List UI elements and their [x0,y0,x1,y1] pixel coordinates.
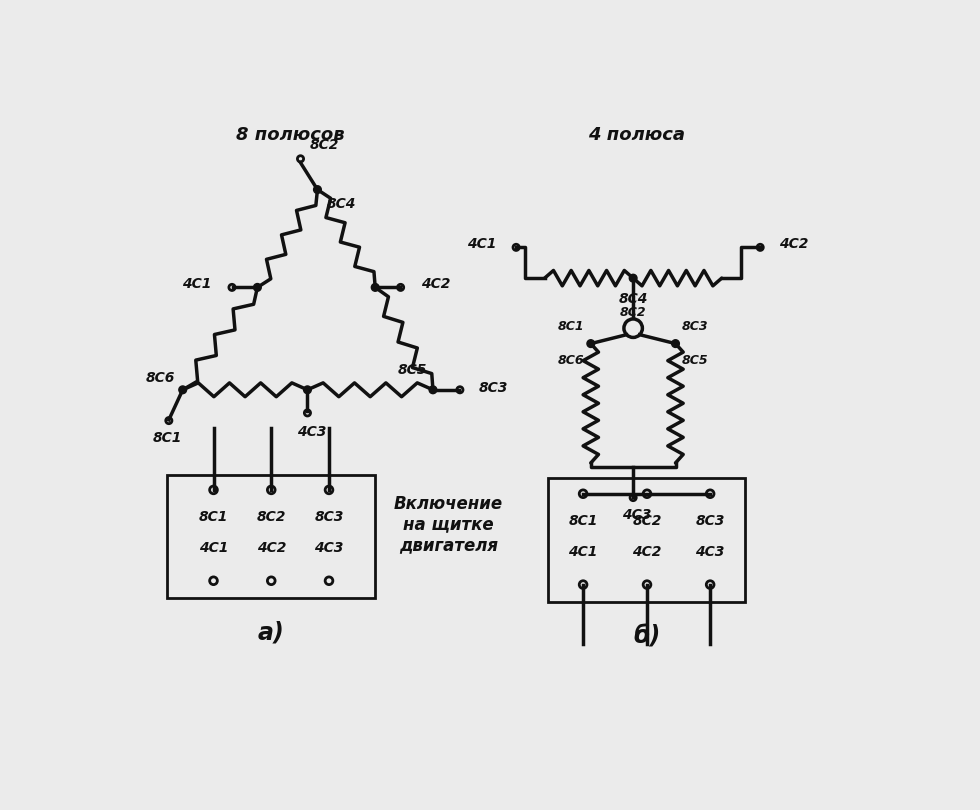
Text: 4С1: 4С1 [182,277,212,292]
Text: 4 полюса: 4 полюса [589,126,685,144]
Text: 8С3: 8С3 [696,514,725,527]
Text: 8С3: 8С3 [315,509,344,524]
Text: 4С1: 4С1 [568,544,598,559]
Circle shape [429,386,437,394]
Text: 4С3: 4С3 [696,544,725,559]
Text: 4С2: 4С2 [421,277,451,292]
Text: 8С2: 8С2 [632,514,662,527]
Circle shape [179,386,186,394]
Text: 8С5: 8С5 [682,355,709,368]
Text: 4С1: 4С1 [199,540,228,555]
Text: 4С2: 4С2 [257,540,286,555]
Text: 4С2: 4С2 [779,237,808,251]
Text: 8С4: 8С4 [326,198,356,211]
Circle shape [254,284,262,292]
Circle shape [314,185,321,194]
Circle shape [304,386,312,394]
Text: 8С3: 8С3 [479,382,509,395]
Text: а): а) [258,620,284,645]
Circle shape [587,339,595,347]
Text: 8С1: 8С1 [568,514,598,527]
Circle shape [629,275,637,282]
Text: Включение
на щитке
двигателя: Включение на щитке двигателя [394,495,503,554]
Text: 8С3: 8С3 [682,320,709,333]
Text: 8С1: 8С1 [558,320,585,333]
Text: 4С3: 4С3 [622,508,652,522]
Text: 8С6: 8С6 [558,355,585,368]
Text: 4С2: 4С2 [632,544,662,559]
Text: 8С1: 8С1 [199,509,228,524]
Text: 8С2: 8С2 [619,306,647,319]
Text: 4С3: 4С3 [297,425,326,439]
Text: 8С2: 8С2 [310,138,339,151]
Text: 4С1: 4С1 [467,237,497,251]
Text: 8 полюсов: 8 полюсов [236,126,345,144]
Text: б): б) [633,625,661,649]
Text: 4С3: 4С3 [315,540,344,555]
Text: 8С1: 8С1 [153,431,182,445]
Text: 8С6: 8С6 [146,371,175,386]
Circle shape [371,284,379,292]
Text: 8С5: 8С5 [398,364,427,377]
Text: 8С2: 8С2 [257,509,286,524]
Text: 8С4: 8С4 [618,292,648,306]
Circle shape [671,339,679,347]
